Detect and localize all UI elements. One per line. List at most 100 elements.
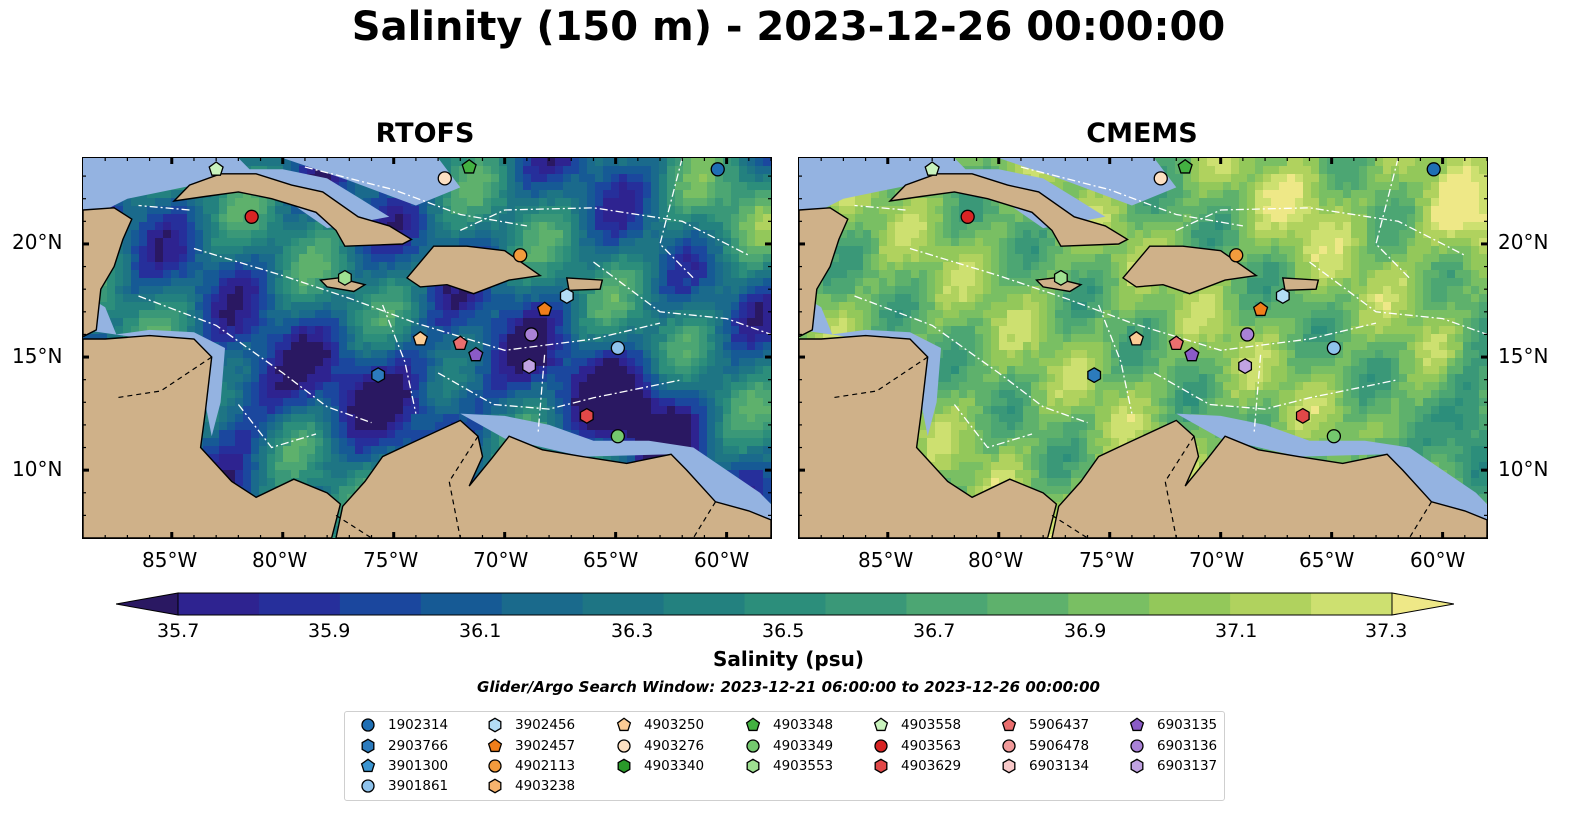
lon-label-70w-left: 70°W — [473, 548, 529, 572]
legend-marker-4903553 — [746, 758, 760, 774]
legend-marker-3902457 — [487, 738, 503, 753]
hexagon-marker-icon — [874, 758, 888, 774]
colorbar-segment — [339, 593, 422, 615]
land-centralAm — [83, 334, 342, 538]
float-marker-6903136 — [1240, 327, 1255, 342]
float-marker-4903250 — [412, 330, 429, 346]
hexagon-marker-icon — [488, 778, 502, 794]
colorbar-segment — [1230, 593, 1312, 615]
land-southAm — [335, 419, 771, 538]
legend-item-6903137: 6903137 — [1126, 756, 1217, 776]
float-marker-5906437 — [452, 335, 468, 351]
cmems-map-panel — [798, 157, 1488, 539]
float-marker-4903563 — [244, 209, 259, 224]
hexagon-marker-icon — [361, 738, 375, 754]
float-marker-4903629 — [579, 407, 594, 424]
float-marker-4902113 — [513, 248, 528, 263]
legend-item-1902314: 1902314 — [357, 715, 448, 735]
land-hispaniola — [1121, 245, 1259, 295]
float-marker-2903766 — [371, 367, 386, 384]
land-puertoRico — [565, 277, 604, 292]
float-marker-4903276 — [1153, 171, 1168, 186]
float-marker-6903135 — [468, 346, 484, 362]
legend-label: 4902113 — [515, 758, 576, 774]
colorbar-segment — [582, 593, 665, 615]
legend-marker-6903134 — [1002, 758, 1016, 774]
lon-label-60w-right: 60°W — [1410, 548, 1466, 572]
legend-marker-1902314 — [361, 718, 375, 732]
colorbar-segment — [258, 593, 341, 615]
lon-label-60w-left: 60°W — [694, 548, 750, 572]
legend-label: 4903276 — [644, 738, 705, 754]
legend-label: 5906437 — [1029, 717, 1090, 733]
float-marker-3902456 — [1275, 287, 1290, 305]
legend-marker-3901300 — [360, 758, 376, 773]
float-marker-3901861 — [610, 340, 626, 356]
cbar-tick-36.7: 36.7 — [913, 620, 956, 642]
legend-item-4903238: 4903238 — [484, 776, 575, 796]
legend-item-4903250: 4903250 — [613, 715, 704, 735]
lon-label-75w-left: 75°W — [363, 548, 419, 572]
shallow-shelf — [460, 413, 771, 520]
float-marker-4903349 — [610, 429, 626, 444]
legend-label: 4903629 — [901, 758, 962, 774]
legend-item-6903134: 6903134 — [998, 756, 1089, 776]
land-centralAm — [799, 334, 1058, 538]
legend-marker-4903349 — [746, 739, 760, 753]
float-marker-4903553 — [1053, 269, 1068, 286]
lat-label-15n-right: 15°N — [1498, 344, 1549, 368]
legend-marker-4903629 — [874, 758, 888, 774]
land-jamaica — [1035, 277, 1083, 293]
float-marker-4903348 — [1177, 158, 1193, 174]
float-marker-6903137 — [522, 358, 537, 375]
colorbar-max-extend — [1391, 592, 1454, 616]
legend-marker-3902456 — [488, 717, 502, 733]
legend-item-2903766: 2903766 — [357, 736, 448, 756]
colorbar-segment — [825, 593, 907, 615]
circle-marker-icon — [1002, 739, 1016, 753]
float-marker-1902314 — [1426, 162, 1441, 177]
colorbar-segment — [987, 593, 1069, 615]
legend-item-3901861: 3901861 — [357, 776, 448, 796]
legend-item-4903340: 4903340 — [613, 756, 704, 776]
legend-item-5906478: 5906478 — [998, 736, 1089, 756]
lat-label-15n-left: 15°N — [12, 344, 63, 368]
lon-label-70w-right: 70°W — [1189, 548, 1245, 572]
float-marker-3902457 — [536, 301, 553, 317]
legend-item-6903136: 6903136 — [1126, 736, 1217, 756]
rtofs-map-panel — [82, 157, 772, 539]
cbar-tick-36.5: 36.5 — [762, 620, 805, 642]
legend-item-3901300: 3901300 — [357, 756, 448, 776]
legend-label: 6903137 — [1157, 758, 1218, 774]
legend-marker-4903563 — [874, 739, 888, 753]
pentagon-marker-icon — [1129, 717, 1145, 732]
colorbar-segment — [1311, 593, 1393, 615]
land-puertoRico — [1281, 277, 1320, 292]
legend-marker-4903558 — [873, 717, 889, 732]
cmems-salinity-map — [799, 158, 1487, 538]
land-yucatan — [799, 207, 849, 338]
circle-marker-icon — [617, 739, 631, 753]
legend-marker-5906437 — [1001, 717, 1017, 732]
legend-marker-4903340 — [617, 758, 631, 774]
float-marker-4903276 — [437, 171, 452, 186]
legend-label: 4903238 — [515, 778, 576, 794]
float-marker-4902113 — [1229, 248, 1244, 263]
legend-label: 4903340 — [644, 758, 705, 774]
colorbar-min-extend — [116, 592, 179, 616]
legend-marker-4903348 — [745, 717, 761, 732]
float-marker-4903558 — [924, 161, 940, 176]
land-jamaica — [319, 277, 367, 293]
legend-marker-6903135 — [1129, 717, 1145, 732]
float-marker-4903558 — [208, 161, 224, 176]
float-marker-6903135 — [1184, 346, 1200, 362]
hexagon-marker-icon — [1002, 758, 1016, 774]
float-marker-3902457 — [1252, 301, 1269, 317]
hexagon-marker-icon — [1130, 758, 1144, 774]
legend-label: 5906478 — [1029, 738, 1090, 754]
legend-label: 3902456 — [515, 717, 576, 733]
legend-item-3902457: 3902457 — [484, 736, 575, 756]
lon-label-75w-right: 75°W — [1079, 548, 1135, 572]
legend-item-4903558: 4903558 — [870, 715, 961, 735]
legend-marker-2903766 — [361, 738, 375, 754]
